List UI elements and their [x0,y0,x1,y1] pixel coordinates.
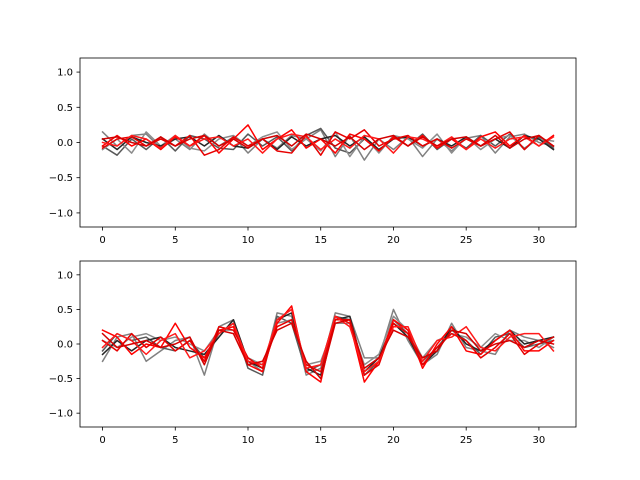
y-tick-label: −0.5 [49,374,73,385]
x-tick-label: 5 [172,235,178,246]
series-line-7 [101,308,555,373]
series-line-8 [101,133,555,151]
y-tick-label: −1.0 [49,409,73,420]
x-tick-label: 20 [387,235,400,246]
plot-area [101,124,555,161]
series-line-5 [101,124,555,154]
plot-area [101,305,555,383]
y-tick-label: −0.5 [49,173,73,184]
x-tick-label: 0 [99,235,105,246]
y-tick-label: 0.0 [57,340,73,351]
x-tick-label: 10 [242,235,255,246]
x-tick-label: 25 [460,235,473,246]
x-tick-label: 10 [242,435,255,446]
series-line-8 [101,319,555,380]
y-tick-label: −1.0 [49,208,73,219]
y-tick-label: 0.5 [57,305,73,316]
x-tick-label: 30 [533,435,546,446]
series-line-6 [101,319,555,376]
x-tick-label: 20 [387,435,400,446]
x-tick-label: 15 [314,235,327,246]
subplot-top: 0 5 10 15 20 25 30 −1.0 −0.5 0.0 0.5 1.0 [49,57,577,246]
x-tick-label: 25 [460,435,473,446]
y-tick-label: 0.0 [57,138,73,149]
series-line-7 [101,133,555,154]
series-line-2 [101,127,555,156]
y-tick-label: 0.5 [57,103,73,114]
x-tick-label: 0 [99,435,105,446]
x-tick-label: 15 [314,435,327,446]
y-tick-label: 1.0 [57,68,73,79]
x-tick-label: 5 [172,435,178,446]
y-tick-label: 1.0 [57,270,73,281]
x-tick-label: 30 [533,235,546,246]
subplot-bottom: 0 5 10 15 20 25 30 −1.0 −0.5 0.0 0.5 1.0 [49,260,577,446]
